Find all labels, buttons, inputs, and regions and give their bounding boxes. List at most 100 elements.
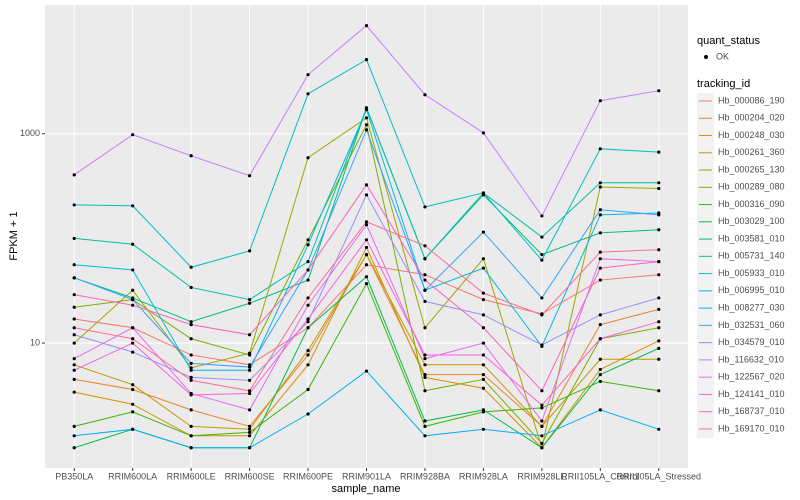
data-point	[423, 299, 427, 304]
data-point	[364, 275, 369, 279]
data-point	[247, 298, 252, 302]
data-point	[72, 317, 76, 321]
data-point	[540, 419, 544, 423]
data-point	[657, 320, 661, 324]
data-point	[364, 220, 369, 224]
data-point	[598, 313, 602, 317]
data-point	[247, 368, 252, 372]
data-point	[364, 223, 369, 227]
data-point	[540, 343, 544, 347]
legend-point	[704, 55, 708, 59]
data-point	[72, 276, 76, 280]
data-point	[72, 236, 76, 241]
data-point	[481, 257, 486, 261]
data-point	[598, 372, 602, 377]
data-point	[423, 434, 427, 438]
y-tick-label: 10	[30, 337, 40, 347]
data-point	[540, 214, 544, 218]
x-tick-label: PB350LA	[55, 471, 93, 481]
data-point	[364, 116, 369, 120]
data-point	[540, 434, 544, 438]
data-point	[481, 230, 486, 234]
data-point	[481, 291, 486, 295]
data-point	[247, 365, 252, 369]
data-point	[306, 238, 310, 242]
y-tick-label: 1000	[20, 128, 40, 138]
data-point	[189, 265, 193, 269]
data-point	[189, 375, 193, 379]
data-point	[306, 363, 310, 367]
data-point	[72, 357, 76, 361]
data-point	[364, 58, 369, 62]
data-point	[247, 378, 252, 382]
data-point	[247, 427, 252, 431]
data-point	[72, 446, 76, 450]
data-point	[423, 419, 427, 423]
x-tick-label: RRIM600LE	[167, 471, 216, 481]
data-point	[72, 333, 76, 337]
data-point	[306, 268, 310, 272]
data-point	[598, 266, 602, 270]
x-tick-label: RRIM600SE	[225, 471, 275, 481]
data-point	[306, 320, 310, 324]
legend-title: quant_status	[697, 35, 760, 47]
data-point	[540, 258, 544, 262]
legend-label: Hb_000289_080	[718, 182, 785, 192]
data-point	[189, 154, 193, 158]
data-point	[540, 441, 544, 445]
data-point	[423, 353, 427, 357]
legend-label: Hb_000248_030	[718, 130, 785, 140]
data-point	[423, 244, 427, 248]
data-point	[481, 298, 486, 302]
data-point	[657, 346, 661, 350]
data-point	[247, 389, 252, 393]
legend-label: Hb_000265_130	[718, 164, 785, 174]
data-point	[598, 408, 602, 412]
data-point	[598, 278, 602, 282]
data-point	[72, 173, 76, 177]
legend-label: Hb_000086_190	[718, 95, 785, 105]
data-point	[364, 369, 369, 373]
data-point	[247, 249, 252, 253]
data-point	[131, 298, 135, 302]
data-point	[247, 424, 252, 428]
data-point	[481, 266, 486, 270]
legend-label: Hb_034579_010	[718, 337, 785, 347]
data-point	[481, 363, 486, 367]
data-point	[598, 367, 602, 372]
data-point	[247, 333, 252, 337]
data-point	[423, 372, 427, 377]
data-point	[481, 326, 486, 330]
data-point	[481, 313, 486, 317]
data-point	[540, 406, 544, 410]
legend-title: tracking_id	[697, 78, 750, 90]
data-point	[131, 410, 135, 414]
data-point	[306, 348, 310, 353]
data-point	[540, 313, 544, 317]
data-point	[657, 181, 661, 185]
data-point	[72, 341, 76, 345]
data-point	[364, 238, 369, 242]
data-point	[247, 174, 252, 178]
data-point	[657, 248, 661, 252]
data-point	[131, 341, 135, 345]
legend-label: Hb_169170_010	[718, 423, 785, 433]
x-tick-label: RRIM600PE	[283, 471, 333, 481]
data-point	[189, 366, 193, 370]
data-point	[72, 424, 76, 428]
legend-label: Hb_116632_010	[718, 354, 784, 364]
data-point	[247, 363, 252, 367]
data-point	[540, 424, 544, 428]
data-point	[131, 350, 135, 354]
data-point	[598, 337, 602, 341]
legend-label: Hb_000204_020	[718, 113, 785, 123]
data-point	[364, 193, 369, 197]
x-tick-label: RRIM928LA	[459, 471, 508, 481]
data-point	[423, 363, 427, 367]
data-point	[540, 235, 544, 239]
data-point	[364, 108, 369, 112]
data-point	[306, 73, 310, 77]
data-point	[189, 393, 193, 397]
data-point	[72, 363, 76, 367]
